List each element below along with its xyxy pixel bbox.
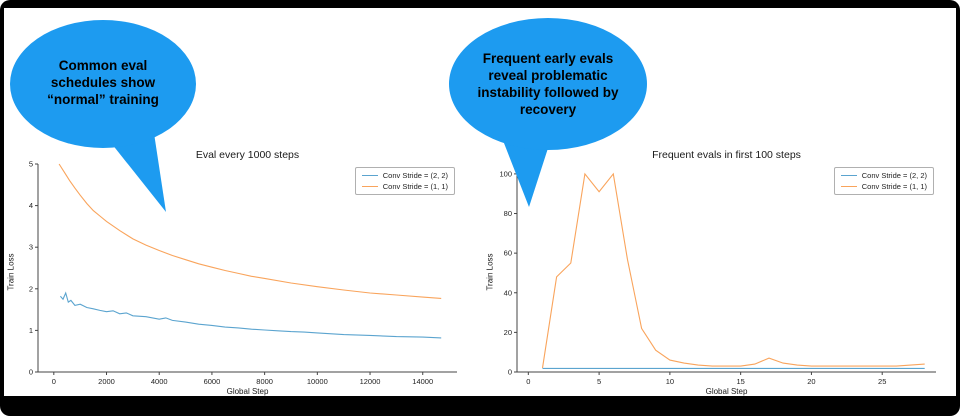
series-line-0 bbox=[59, 291, 442, 339]
x-tick-label: 0 bbox=[526, 377, 530, 386]
legend-item-stride-1-1: Conv Stride = (1, 1) bbox=[840, 181, 927, 192]
x-tick-label: 2000 bbox=[98, 377, 115, 386]
y-tick-label: 1 bbox=[29, 326, 33, 335]
x-tick-label: 8000 bbox=[256, 377, 273, 386]
y-tick-label: 60 bbox=[504, 249, 512, 258]
right-chart: Frequent evals in first 100 steps Train … bbox=[486, 148, 942, 396]
x-tick-label: 0 bbox=[52, 377, 56, 386]
legend-item-stride-2-2: Conv Stride = (2, 2) bbox=[840, 170, 927, 181]
series-line-1 bbox=[541, 172, 925, 369]
y-tick-label: 20 bbox=[504, 328, 512, 337]
y-tick-label: 80 bbox=[504, 209, 512, 218]
y-tick-label: 4 bbox=[29, 201, 33, 210]
x-tick-label: 12000 bbox=[360, 377, 381, 386]
series-line-1 bbox=[58, 163, 442, 299]
left-chart-xlabel: Global Step bbox=[226, 387, 269, 396]
legend-item-stride-1-1: Conv Stride = (1, 1) bbox=[361, 181, 448, 192]
left-chart-legend: Conv Stride = (2, 2) Conv Stride = (1, 1… bbox=[354, 167, 455, 195]
legend-line-swatch-orange bbox=[361, 186, 378, 187]
left-chart: Eval every 1000 steps Train Loss 0 2000 40… bbox=[7, 148, 463, 396]
legend-item-stride-2-2: Conv Stride = (2, 2) bbox=[361, 170, 448, 181]
legend-line-swatch-blue bbox=[840, 175, 857, 176]
y-tick-label: 2 bbox=[29, 284, 33, 293]
x-tick-label: 15 bbox=[736, 377, 744, 386]
legend-label: Conv Stride = (2, 2) bbox=[861, 171, 927, 180]
x-tick-label: 10000 bbox=[307, 377, 328, 386]
legend-label: Conv Stride = (1, 1) bbox=[861, 182, 927, 191]
x-tick-label: 20 bbox=[807, 377, 815, 386]
right-chart-xlabel: Global Step bbox=[705, 387, 748, 396]
right-chart-legend: Conv Stride = (2, 2) Conv Stride = (1, 1… bbox=[833, 167, 934, 195]
right-chart-title: Frequent evals in first 100 steps bbox=[652, 149, 801, 161]
legend-label: Conv Stride = (1, 1) bbox=[382, 182, 448, 191]
x-tick-label: 25 bbox=[878, 377, 886, 386]
left-chart-title: Eval every 1000 steps bbox=[195, 149, 300, 161]
x-tick-label: 10 bbox=[666, 377, 674, 386]
x-tick-label: 5 bbox=[597, 377, 601, 386]
y-tick-label: 3 bbox=[29, 243, 33, 252]
legend-label: Conv Stride = (2, 2) bbox=[382, 171, 448, 180]
y-tick-label: 100 bbox=[499, 169, 512, 178]
x-tick-label: 6000 bbox=[204, 377, 221, 386]
y-tick-label: 0 bbox=[508, 368, 512, 377]
legend-line-swatch-orange bbox=[840, 186, 857, 187]
y-tick-label: 0 bbox=[29, 368, 33, 377]
x-tick-label: 14000 bbox=[412, 377, 433, 386]
y-tick-label: 40 bbox=[504, 288, 512, 297]
legend-line-swatch-blue bbox=[361, 175, 378, 176]
x-tick-label: 4000 bbox=[151, 377, 168, 386]
y-tick-label: 5 bbox=[29, 160, 33, 169]
left-chart-plot: 0 2000 4000 6000 8000 10000 12000 14000 0 1 2 3 4 5 bbox=[29, 160, 457, 386]
